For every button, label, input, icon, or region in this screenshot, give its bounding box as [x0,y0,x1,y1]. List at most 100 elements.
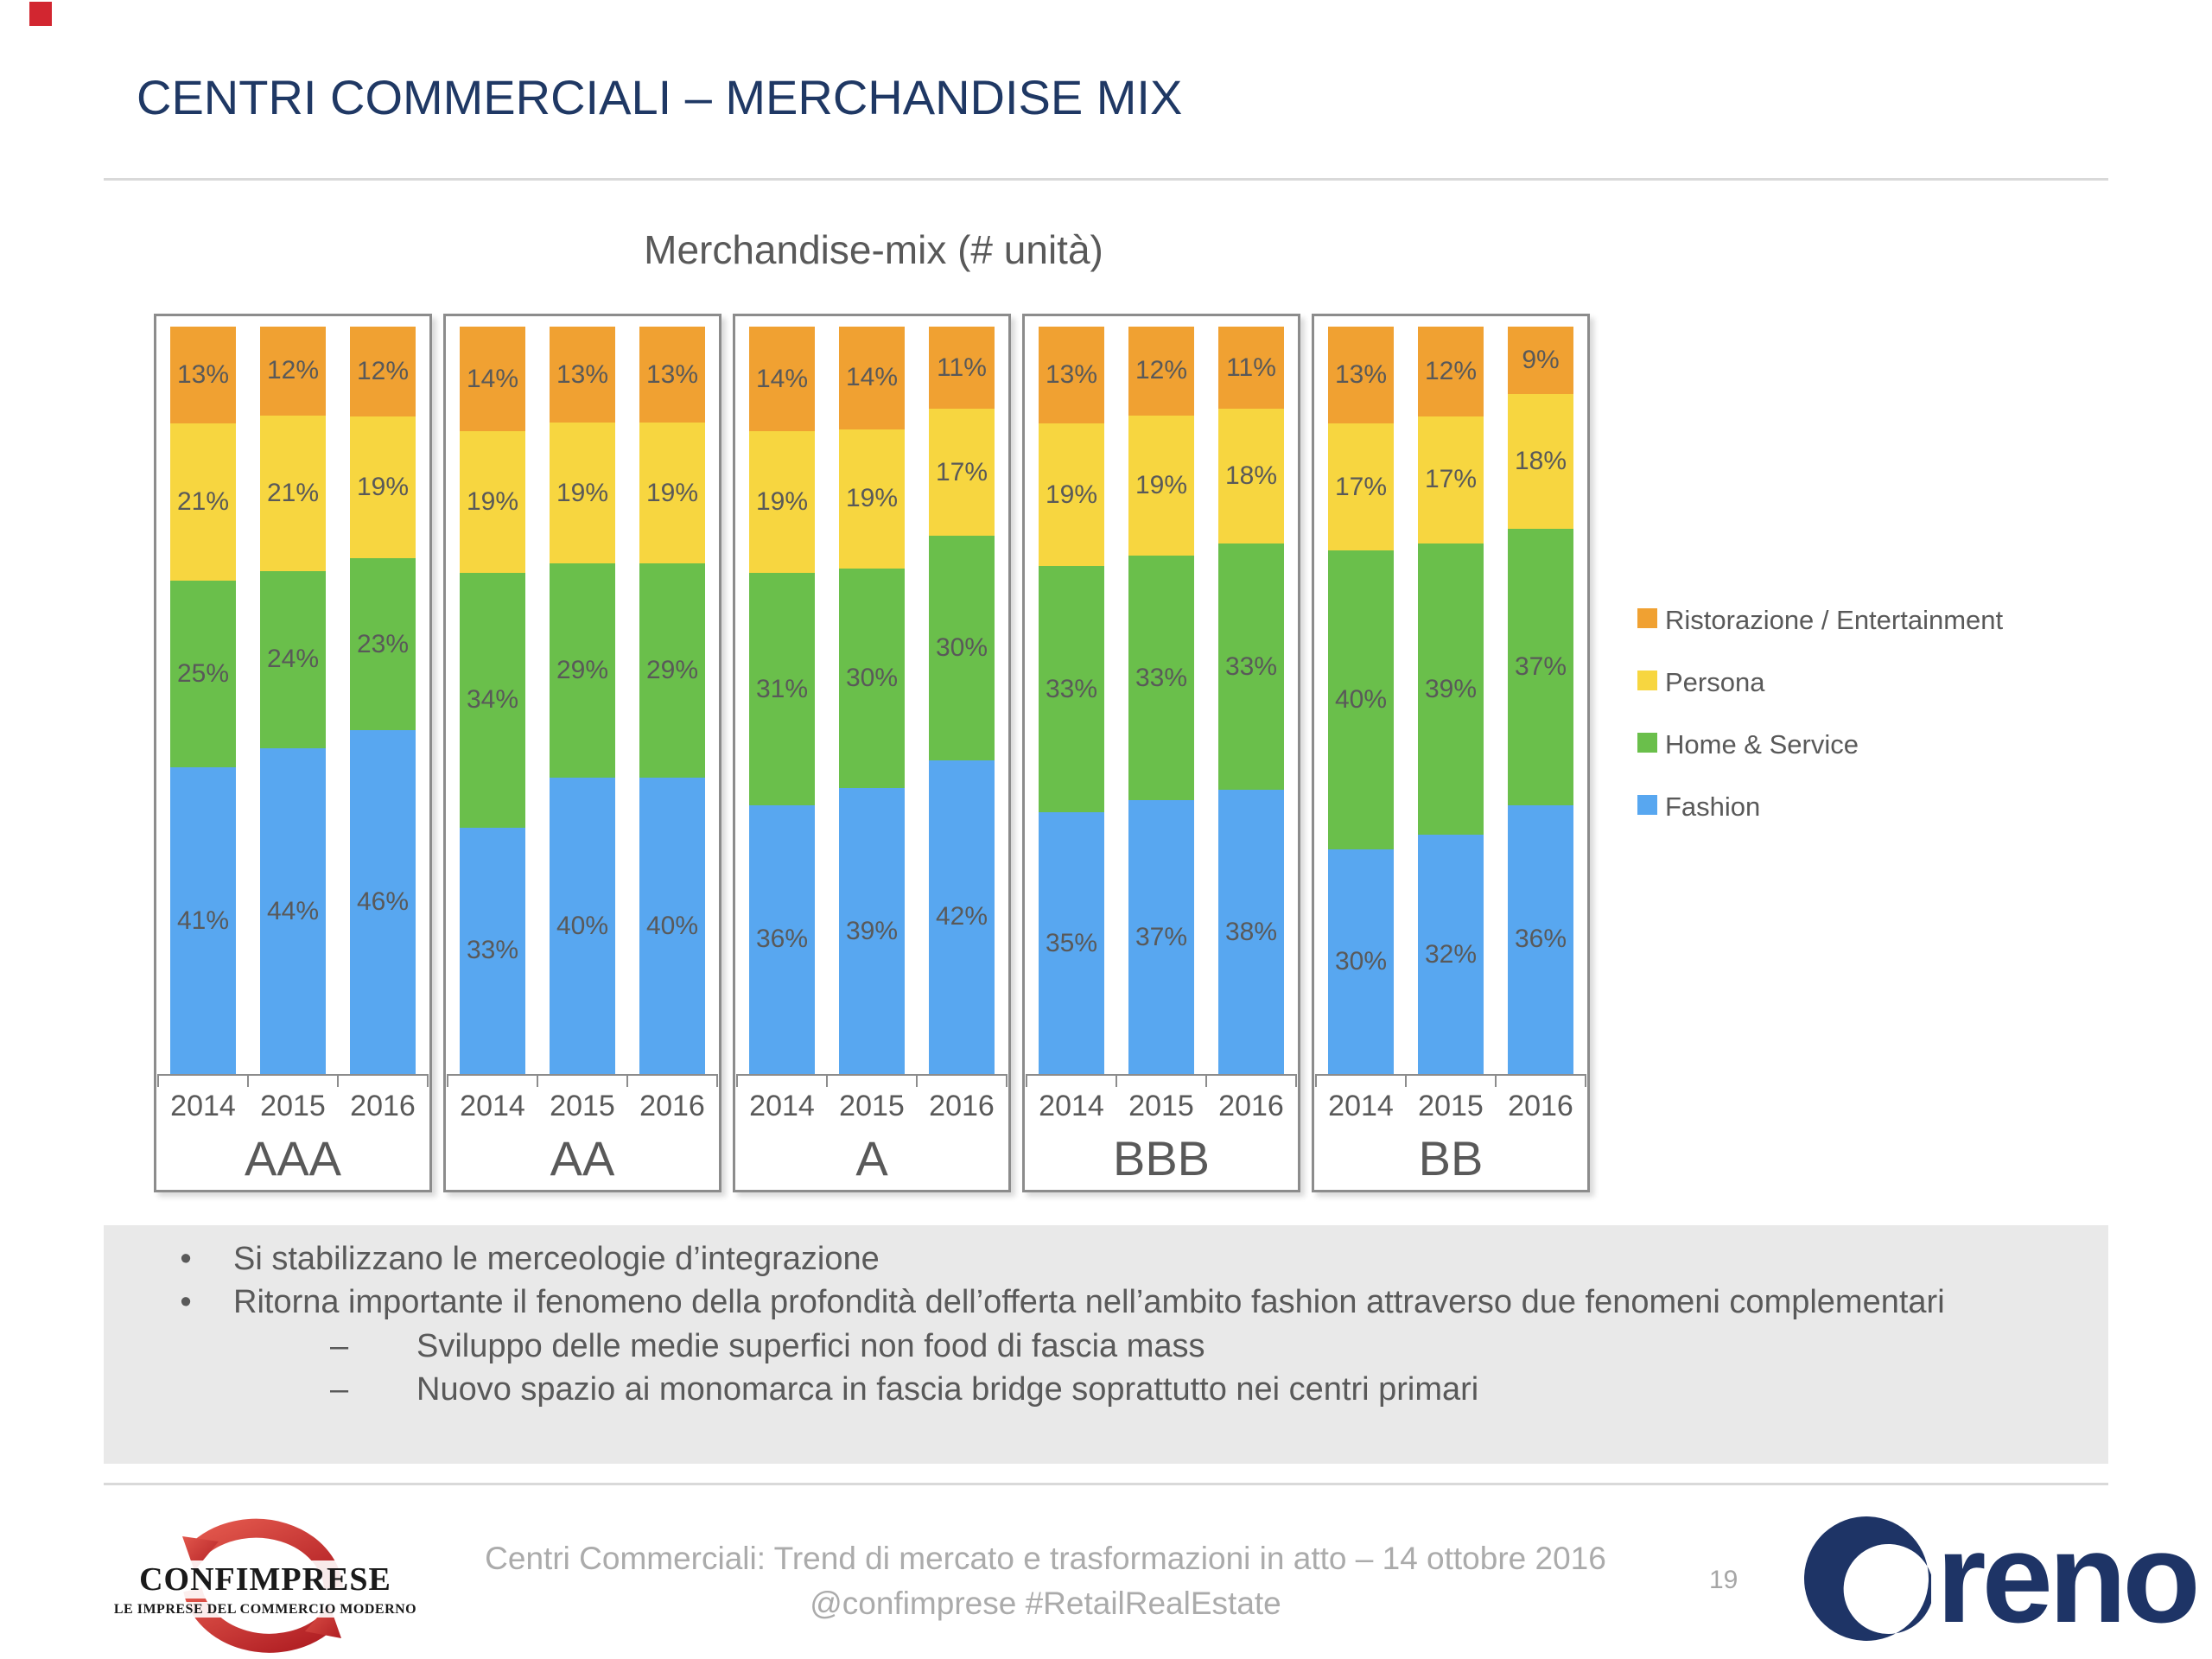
segment-value-label: 14% [755,364,809,393]
axis-tick [1404,1074,1407,1087]
segment-value-label: 14% [466,364,519,393]
bar-segment: 12% [350,327,416,416]
segment-value-label: 37% [1514,652,1567,681]
bars-row: 13% 19% 33% 35% 12% 19% 33% 37% 11% 18% 33% 38% [1025,327,1298,1074]
axis-tick [157,1074,159,1087]
segment-value-label: 18% [1224,461,1278,490]
footer-caption-line1: Centri Commerciali: Trend di mercato e t… [485,1541,1606,1576]
legend-swatch [1637,733,1657,753]
segment-value-label: 24% [266,645,320,674]
chart-title: Merchandise-mix (# unità) [644,227,1103,272]
axis-tick [1495,1074,1497,1087]
bar-segment: 33% [1039,565,1104,813]
chart-groups: 13% 21% 25% 41% 12% 21% 24% 44% 12% 19% 23% 46% 2014… [154,314,1590,1192]
segment-value-label: 25% [176,659,230,689]
segment-value-label: 29% [556,656,609,685]
category-axis [1026,1074,1297,1087]
legend-item: Fashion [1637,791,2003,823]
bar-segment: 40% [550,778,615,1074]
segment-value-label: 34% [466,685,519,715]
axis-tick [246,1074,249,1087]
segment-value-label: 32% [1424,939,1478,969]
bullet-marker: – [330,1327,349,1364]
chart-group-aa: 14% 19% 34% 33% 13% 19% 29% 40% 13% 19% 29% 40% 2014… [443,314,721,1192]
bar-segment: 11% [1218,327,1284,410]
segment-value-label: 12% [356,356,410,385]
legend-label: Home & Service [1665,729,1859,760]
slide-title: CENTRI COMMERCIALI – MERCHANDISE MIX [137,70,1183,124]
segment-value-label: 17% [1424,465,1478,494]
bar-segment: 30% [1328,849,1394,1074]
bar-segment: 17% [929,409,995,537]
stacked-bar-bbb-2015: 12% 19% 33% 37% [1128,327,1194,1074]
bar-segment: 19% [460,431,525,574]
bar-segment: 11% [929,327,995,410]
category-axis [1315,1074,1586,1087]
segment-value-label: 33% [1224,652,1278,681]
segment-value-label: 19% [466,487,519,517]
stacked-bar-a-2015: 14% 19% 30% 39% [839,327,905,1074]
year-labels: 2014 2015 2016 [1025,1090,1298,1123]
bar-segment: 21% [260,415,326,571]
bar-segment: 12% [1128,327,1194,416]
bar-segment: 21% [170,423,236,582]
bar-segment: 41% [170,767,236,1074]
year-label: 2016 [1218,1090,1284,1122]
segment-value-label: 14% [845,363,899,392]
segment-value-label: 46% [356,887,410,917]
year-label: 2016 [639,1090,705,1122]
legend-label: Persona [1665,667,1765,697]
segment-value-label: 11% [1226,353,1276,382]
axis-tick [337,1074,339,1087]
segment-value-label: 13% [1334,360,1388,390]
group-label: BBB [1112,1131,1211,1185]
segment-value-label: 44% [266,896,320,925]
segment-value-label: 40% [556,911,609,940]
bar-segment: 19% [350,416,416,559]
segment-value-label: 33% [1135,663,1188,692]
bar-segment: 33% [1218,543,1284,791]
bar-segment: 30% [839,568,905,789]
segment-value-label: 12% [266,356,320,385]
segment-value-label: 19% [356,472,410,501]
year-labels: 2014 2015 2016 [1314,1090,1587,1123]
notes-panel: • Si stabilizzano le merceologie d’integr… [104,1225,2108,1464]
bar-segment: 13% [1039,327,1104,424]
stacked-bar-a-2014: 14% 19% 31% 36% [749,327,815,1074]
bar-segment: 29% [550,563,615,779]
bar-segment: 12% [1418,327,1484,416]
segment-value-label: 19% [556,478,609,507]
segment-value-label: 40% [645,911,699,940]
segment-value-label: 36% [1514,925,1567,954]
stacked-bar-aa-2015: 13% 19% 29% 40% [550,327,615,1074]
confimprese-name: CONFIMPRESE [109,1560,422,1599]
bullet-text: Si stabilizzano le merceologie d’integra… [233,1241,880,1277]
segment-value-label: 13% [556,359,609,389]
footer-divider [104,1483,2108,1485]
axis-tick [1115,1074,1117,1087]
year-label: 2016 [350,1090,416,1122]
legend-swatch [1637,795,1657,815]
bar-segment: 44% [260,748,326,1074]
stacked-bar-bb-2015: 12% 17% 39% 32% [1418,327,1484,1074]
bars-row: 14% 19% 34% 33% 13% 19% 29% 40% 13% 19% 29% 40% [446,327,719,1074]
segment-value-label: 17% [1334,472,1388,501]
bullet-text: Nuovo spazio ai monomarca in fascia brid… [416,1371,1479,1408]
bar-segment: 19% [639,423,705,564]
segment-value-label: 11% [937,353,987,382]
stacked-bar-bb-2016: 9% 18% 37% 36% [1508,327,1573,1074]
bullet-text: Ritorna importante il fenomeno della pro… [233,1284,1945,1321]
year-label: 2014 [460,1090,525,1122]
bar-segment: 12% [260,327,326,416]
bar-segment: 35% [1039,812,1104,1074]
segment-value-label: 30% [845,664,899,693]
stacked-bar-a-2016: 11% 17% 30% 42% [929,327,995,1074]
reno-logo: reno [1802,1514,2201,1643]
group-label: A [855,1131,888,1185]
segment-value-label: 9% [1522,345,1560,374]
segment-value-label: 21% [176,487,230,517]
axis-tick [626,1074,628,1087]
bar-segment: 38% [1218,790,1284,1074]
segment-value-label: 18% [1514,446,1567,475]
bar-segment: 31% [749,573,815,805]
